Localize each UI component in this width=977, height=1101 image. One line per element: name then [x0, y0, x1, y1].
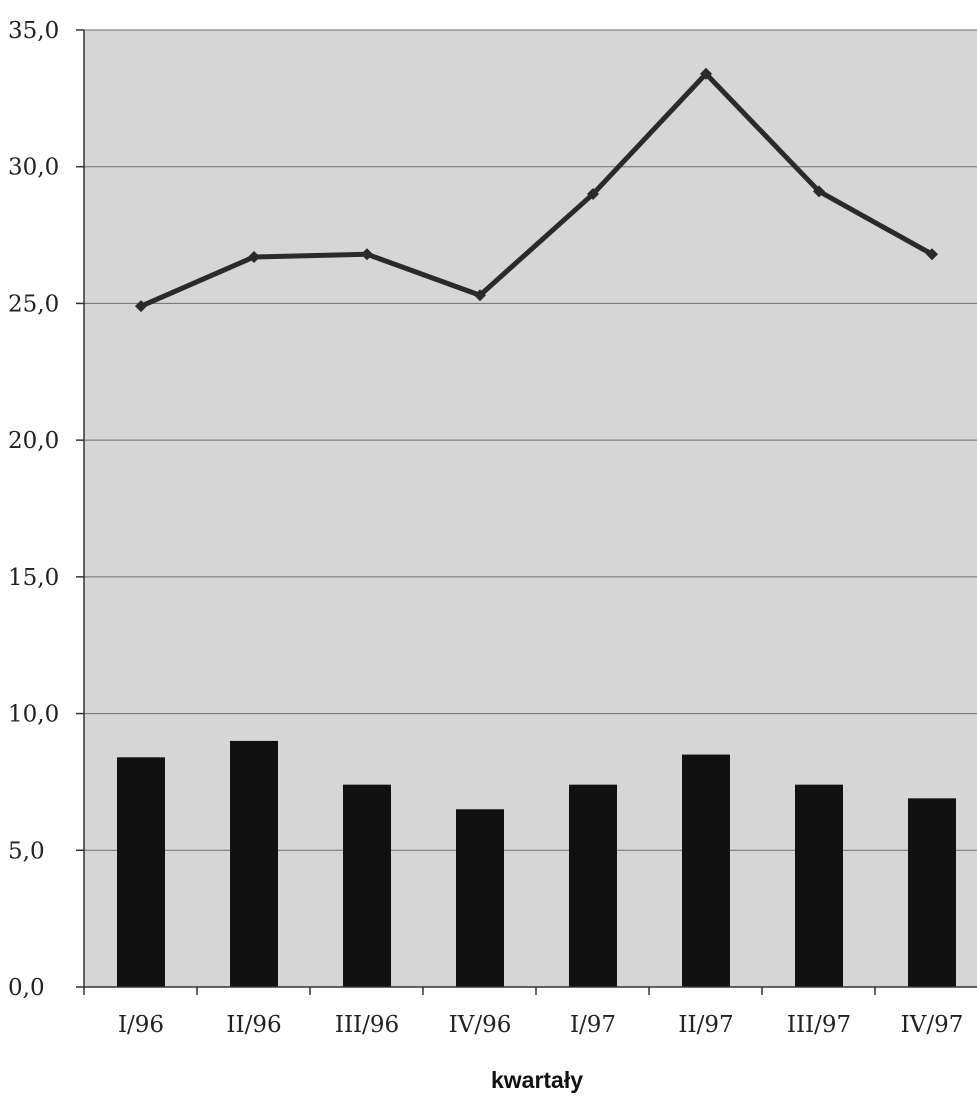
- bar: [343, 784, 391, 987]
- y-tick-label: 15,0: [8, 565, 59, 591]
- y-tick-label: 20,0: [8, 428, 59, 454]
- line-point: [700, 67, 712, 80]
- series-line: [140, 71, 934, 309]
- bar-series: [117, 740, 956, 987]
- bar: [230, 740, 278, 987]
- x-tick-label: I/96: [118, 1012, 164, 1038]
- line-series: [135, 67, 938, 313]
- x-axis-title: kwartały: [491, 1067, 583, 1093]
- y-axis: 0,0 5,0 10,0 15,0 20,0 25,0 30,0 35,0: [8, 18, 85, 1001]
- bar: [456, 809, 504, 987]
- x-tick-label: III/97: [787, 1012, 851, 1038]
- x-tick-label: II/96: [226, 1012, 281, 1038]
- line-point: [587, 188, 599, 201]
- y-tick-label: 0,0: [8, 975, 45, 1001]
- bar: [117, 757, 165, 987]
- plot-area: [84, 30, 977, 987]
- bar: [569, 784, 617, 987]
- x-tick-label: IV/97: [901, 1012, 964, 1038]
- bar: [682, 754, 730, 987]
- y-tick-label: 30,0: [8, 155, 59, 181]
- line-point: [926, 248, 938, 261]
- x-tick-label: III/96: [335, 1012, 399, 1038]
- y-tick-label: 10,0: [8, 702, 59, 728]
- x-tick-label: IV/96: [449, 1012, 512, 1038]
- y-tick-label: 35,0: [8, 18, 59, 44]
- line-point: [135, 300, 147, 313]
- y-tick-label: 5,0: [8, 838, 45, 864]
- bar: [795, 784, 843, 987]
- bar: [908, 798, 956, 987]
- x-tick-label: I/97: [570, 1012, 616, 1038]
- x-tick-label: II/97: [678, 1012, 733, 1038]
- x-axis: I/96 II/96 III/96 IV/96 I/97 II/97 III/97 IV/97: [83, 986, 977, 1038]
- line-point: [474, 289, 486, 302]
- y-tick-label: 25,0: [8, 291, 59, 317]
- line-point: [248, 250, 260, 263]
- line-point: [813, 185, 825, 198]
- line-point: [361, 248, 373, 261]
